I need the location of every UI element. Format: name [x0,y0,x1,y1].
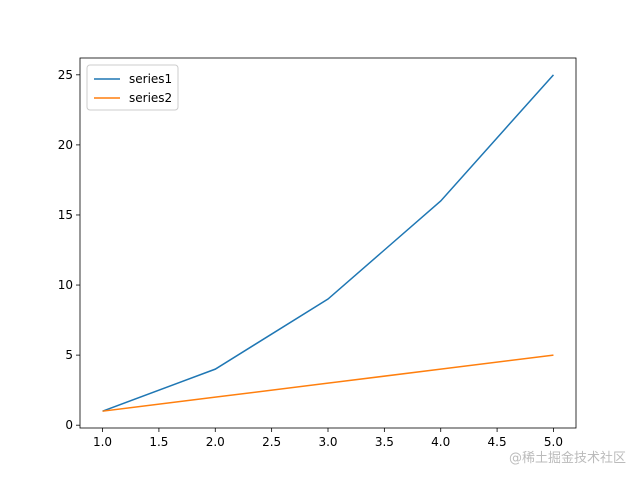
x-tick-label: 2.5 [262,435,281,449]
x-tick-label: 2.0 [206,435,225,449]
axes-frame [79,57,577,429]
y-tick-label: 20 [58,138,73,152]
y-tick-label: 5 [65,348,73,362]
x-tick-label: 3.0 [318,435,337,449]
x-tick-label: 3.5 [375,435,394,449]
x-tick-label: 4.5 [488,435,507,449]
y-tick-label: 25 [58,68,73,82]
legend-label: series2 [129,91,172,105]
series-line [102,74,555,412]
x-tick-label: 4.0 [431,435,450,449]
series-line [102,354,554,412]
y-tick-label: 0 [65,418,73,432]
x-tick-label: 5.0 [544,435,563,449]
y-tick-label: 10 [58,278,73,292]
y-tick-label: 15 [58,208,73,222]
x-tick-label: 1.0 [93,435,112,449]
legend-label: series1 [129,72,172,86]
watermark: @稀土掘金技术社区 [509,450,626,466]
x-tick-label: 1.5 [149,435,168,449]
